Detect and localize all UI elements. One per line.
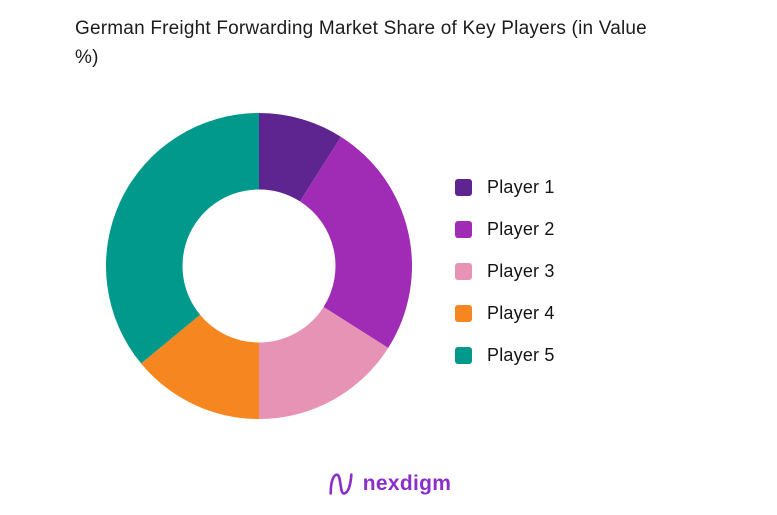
legend-swatch-player-5 — [455, 346, 472, 364]
legend-swatch-player-2 — [455, 220, 472, 238]
chart-legend: Player 1 Player 2 Player 3 Player 4 Play… — [455, 177, 555, 387]
legend-item-player-2: Player 2 — [455, 219, 555, 239]
legend-item-player-5: Player 5 — [455, 345, 555, 365]
legend-label-player-3: Player 3 — [487, 260, 555, 281]
brand-name: nexdigm — [362, 472, 452, 495]
legend-item-player-4: Player 4 — [455, 303, 555, 323]
legend-label-player-1: Player 1 — [487, 176, 555, 197]
legend-swatch-player-4 — [455, 304, 472, 322]
legend-label-player-4: Player 4 — [487, 302, 555, 323]
legend-swatch-player-3 — [455, 262, 472, 280]
donut-segment-player-4 — [141, 314, 259, 419]
legend-label-player-2: Player 2 — [487, 218, 555, 239]
chart-title: German Freight Forwarding Market Share o… — [75, 18, 647, 69]
legend-label-player-5: Player 5 — [487, 344, 555, 365]
nexdigm-logo-icon — [329, 473, 353, 495]
donut-segment-player-2 — [299, 136, 412, 348]
brand-footer: nexdigm — [0, 469, 777, 499]
donut-chart — [106, 113, 412, 419]
legend-swatch-player-1 — [455, 178, 472, 196]
donut-segment-player-3 — [259, 306, 389, 419]
donut-segment-player-5 — [106, 113, 259, 364]
legend-item-player-1: Player 1 — [455, 177, 555, 197]
legend-item-player-3: Player 3 — [455, 261, 555, 281]
donut-segment-player-1 — [259, 113, 341, 202]
donut-chart-container — [106, 113, 412, 419]
